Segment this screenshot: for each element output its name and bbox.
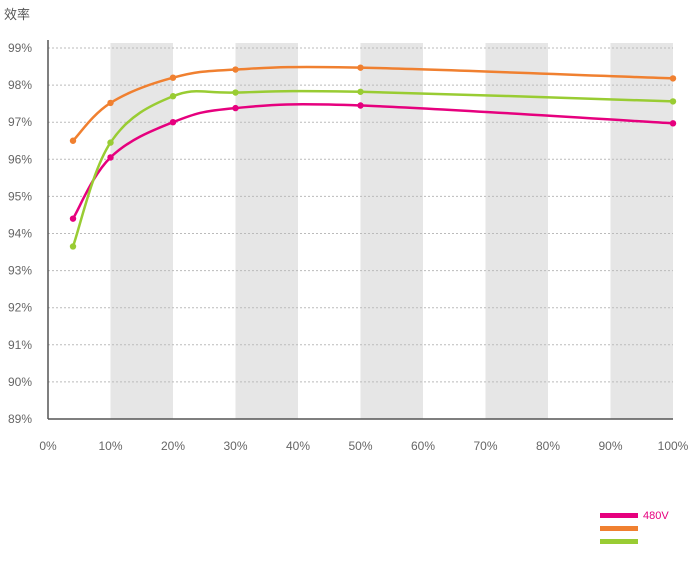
y-tick-label: 90% <box>8 375 32 389</box>
data-point <box>357 88 364 95</box>
series-lines <box>69 64 677 250</box>
y-tick-labels: 99% 98% 97% 96% 95% 94% 93% 92% 91% 90% 89% <box>8 41 32 426</box>
data-point <box>169 119 177 126</box>
data-point <box>69 137 77 144</box>
column-band <box>235 43 298 419</box>
y-tick-label: 95% <box>8 189 32 203</box>
legend-swatch <box>600 539 638 544</box>
y-tick-label: 93% <box>8 264 32 278</box>
data-point <box>357 102 364 109</box>
x-tick-label: 80% <box>536 439 560 453</box>
x-tick-label: 50% <box>348 439 372 453</box>
x-tick-label: 90% <box>598 439 622 453</box>
data-point <box>107 99 114 107</box>
axes <box>47 40 673 420</box>
x-tick-label: 40% <box>286 439 310 453</box>
column-band <box>485 43 548 419</box>
y-tick-label: 89% <box>8 412 32 426</box>
y-tick-label: 92% <box>8 301 32 315</box>
legend-swatch <box>600 526 638 531</box>
data-point <box>232 104 239 112</box>
data-point <box>107 154 114 161</box>
data-point <box>69 215 77 222</box>
data-point <box>107 139 114 146</box>
x-tick-label: 60% <box>411 439 435 453</box>
y-tick-label: 98% <box>8 78 32 92</box>
legend: 480V <box>600 510 669 544</box>
x-tick-labels: 0% 10% 20% 30% 40% 50% 60% 70% 80% 90% 100% <box>39 439 688 453</box>
y-tick-label: 99% <box>8 41 32 55</box>
y-axis-label: 效率 <box>4 7 30 23</box>
x-tick-label: 70% <box>473 439 497 453</box>
data-point <box>669 98 677 105</box>
x-tick-label: 20% <box>161 439 185 453</box>
legend-label: 480V <box>643 510 669 522</box>
x-tick-label: 10% <box>98 439 122 453</box>
column-band <box>110 43 173 419</box>
y-tick-label: 97% <box>8 115 32 129</box>
data-point <box>232 66 239 73</box>
data-point <box>169 93 177 100</box>
data-point <box>169 74 177 81</box>
y-tick-label: 91% <box>8 338 32 352</box>
data-point <box>669 120 677 127</box>
column-band <box>360 43 423 419</box>
x-tick-label: 100% <box>658 439 689 453</box>
x-tick-label: 30% <box>223 439 247 453</box>
column-band <box>610 43 673 419</box>
data-point <box>357 64 364 71</box>
y-tick-label: 96% <box>8 152 32 166</box>
data-point <box>232 89 239 96</box>
data-point <box>69 243 77 250</box>
legend-swatch <box>600 513 638 518</box>
x-tick-label: 0% <box>39 439 57 453</box>
data-point <box>669 75 677 82</box>
y-tick-label: 94% <box>8 227 32 241</box>
